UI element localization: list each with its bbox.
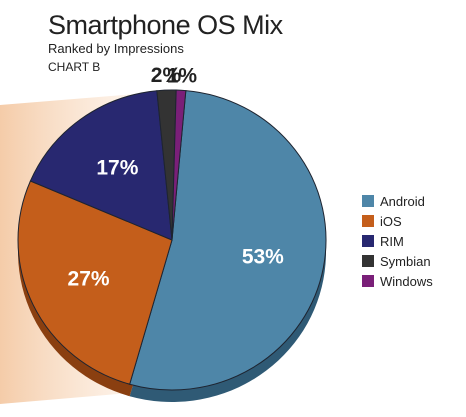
label-windows: 1% [167, 64, 198, 87]
legend-label-symbian: Symbian [380, 254, 431, 269]
chart-tag: CHART B [48, 60, 100, 74]
legend-label-android: Android [380, 194, 425, 209]
slice-android [129, 90, 327, 391]
chart-title: Smartphone OS Mix [48, 10, 284, 40]
slice-windows [171, 89, 187, 241]
pie-labels: 53% 27% 17% 2%1% [68, 64, 285, 291]
legend-swatch-android [362, 195, 374, 207]
chart-subtitle: Ranked by Impressions [48, 41, 184, 56]
legend-swatch-windows [362, 275, 374, 287]
label-rim: 17% [96, 156, 138, 179]
slice-ios [17, 180, 173, 385]
label-ios: 27% [68, 268, 110, 291]
legend-swatch-ios [362, 215, 374, 227]
legend-swatch-rim [362, 235, 374, 247]
legend-label-rim: RIM [380, 234, 404, 249]
label-symbian: 2% [151, 64, 182, 87]
legend-swatch-symbian [362, 255, 374, 267]
legend: Android iOS RIM Symbian Windows [362, 194, 433, 289]
pie-slices [17, 89, 327, 391]
label-android: 53% [242, 245, 284, 268]
legend-label-windows: Windows [380, 274, 433, 289]
slice-rim [29, 90, 173, 241]
legend-label-ios: iOS [380, 214, 402, 229]
